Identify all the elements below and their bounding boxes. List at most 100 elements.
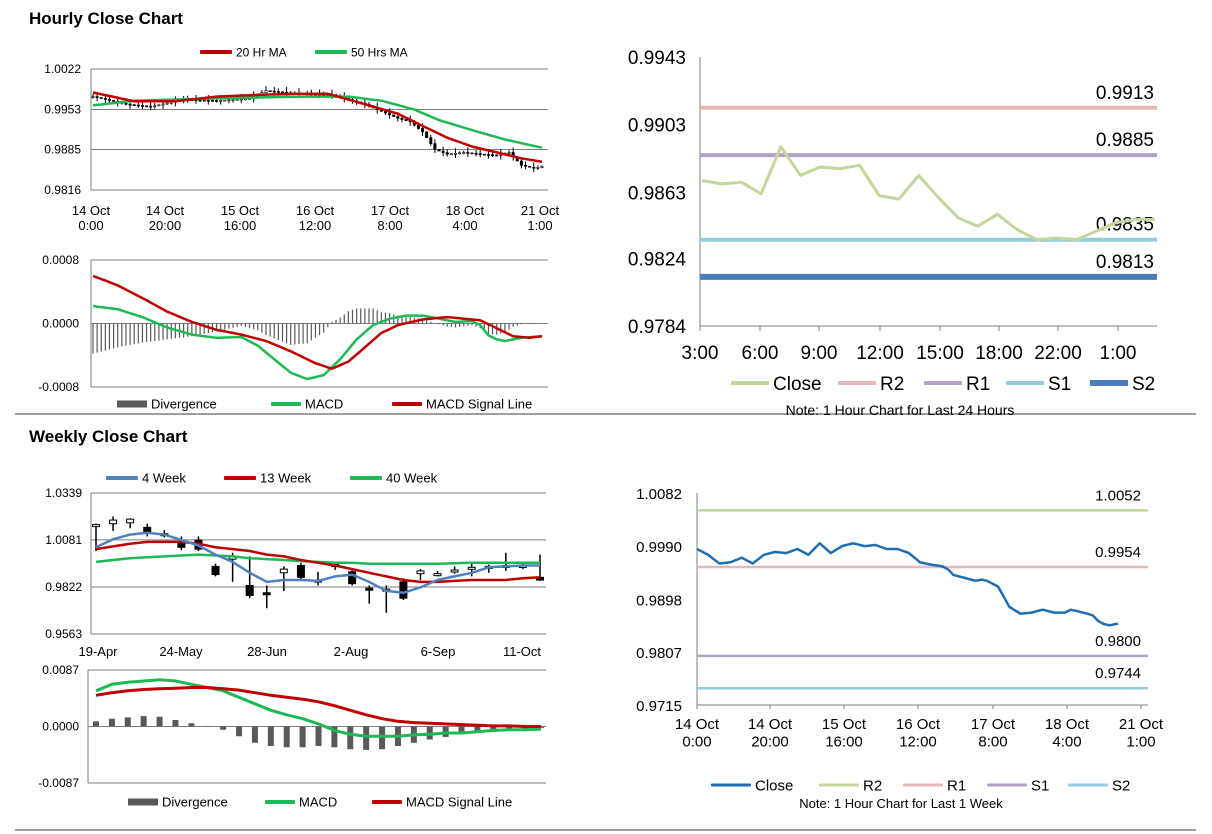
hourly-candle-body xyxy=(495,154,499,157)
legend-hourly-macd-swatch xyxy=(271,402,301,406)
weekly-divergence-bar xyxy=(267,726,274,746)
hourly-candle-body xyxy=(396,116,400,119)
weekly-divergence-bar xyxy=(251,726,258,743)
weekly-divergence-bar xyxy=(379,726,386,750)
hourly-candle-body xyxy=(433,143,437,150)
legend-50hr-ma-swatch xyxy=(315,50,347,54)
legend-hourly-close-label: Close xyxy=(773,374,822,395)
weekly-levels-ytick-label: 0.9807 xyxy=(636,645,682,662)
hourly-candle-body xyxy=(219,100,223,102)
hourly-candle-body xyxy=(429,137,433,144)
weekly-ma13-line xyxy=(95,540,541,584)
hourly-candle-body xyxy=(206,99,210,102)
hourly-candle-body xyxy=(149,105,153,108)
hourly-candle-body xyxy=(453,152,457,155)
legend-hourly-signal-swatch xyxy=(392,402,422,406)
legend-weekly-macd-swatch xyxy=(265,800,295,804)
weekly-divergence-bar xyxy=(474,726,481,733)
hourly-price-ytick-label: 0.9816 xyxy=(44,183,81,197)
weekly-divergence-bar xyxy=(347,726,354,750)
legend-hourly-close-swatch xyxy=(731,381,769,385)
weekly-levels-xtick-label: 21 Oct 1:00 xyxy=(1119,716,1164,750)
hourly-candle-body xyxy=(540,166,544,168)
legend-4week-swatch xyxy=(106,476,138,480)
legend-weekly-s2-swatch xyxy=(1068,783,1108,787)
hourly-candle-body xyxy=(264,90,268,93)
hourly-macd-ytick-label: 0.0008 xyxy=(42,253,79,267)
legend-hourly-s2-swatch xyxy=(1090,380,1128,386)
weekly-macd-ytick-label: 0.0000 xyxy=(42,720,79,734)
weekly-levels-xtick-label: 18 Oct 4:00 xyxy=(1045,716,1090,750)
hourly-price-xtick-label: 21 Oct 1:00 xyxy=(521,203,560,233)
hourly-candle-body xyxy=(198,99,202,102)
weekly-divergence-bar xyxy=(220,726,227,730)
weekly-level-r2-label: 1.0052 xyxy=(1095,487,1141,504)
weekly-macd-ytick-label: 0.0087 xyxy=(42,663,79,677)
hourly-price-xtick-label: 15 Oct 16:00 xyxy=(221,203,260,233)
legend-20hr-ma-swatch xyxy=(200,50,232,54)
hourly-price-ytick-label: 1.0022 xyxy=(44,62,81,76)
weekly-price-ytick-label: 0.9563 xyxy=(45,627,82,641)
weekly-candle-body xyxy=(416,570,425,575)
hourly-levels-xtick-label: 6:00 xyxy=(742,343,779,364)
weekly-divergence-bar xyxy=(458,726,465,735)
hourly-section-title: Hourly Close Chart xyxy=(29,9,183,28)
hourly-candle-body xyxy=(458,152,462,155)
hourly-candle-body xyxy=(482,153,486,156)
legend-weekly-close-label: Close xyxy=(755,777,793,794)
hourly-levels-xtick-label: 15:00 xyxy=(916,343,964,364)
weekly-close-line xyxy=(696,542,1119,627)
hourly-signal-line xyxy=(92,274,543,370)
hourly-macd-ytick-label: -0.0008 xyxy=(38,380,79,394)
weekly-divergence-bar xyxy=(506,726,513,730)
legend-hourly-signal-label: MACD Signal Line xyxy=(426,397,532,412)
hourly-candle-body xyxy=(536,167,540,169)
hourly-levels-xtick-label: 18:00 xyxy=(975,343,1023,364)
weekly-candle-body xyxy=(245,584,254,596)
hourly-candle-body xyxy=(276,91,280,93)
hourly-level-s2-label: 0.9813 xyxy=(1096,252,1154,273)
hourly-candle-body xyxy=(112,100,116,102)
hourly-candle-body xyxy=(99,97,103,99)
weekly-candle-body xyxy=(450,569,459,573)
hourly-candle-body xyxy=(388,112,392,116)
hourly-candle-body xyxy=(474,152,478,155)
weekly-divergence-bar xyxy=(283,726,290,748)
hourly-candle-body xyxy=(165,102,169,105)
hourly-price-xtick-label: 16 Oct 12:00 xyxy=(296,203,335,233)
weekly-levels-xtick-label: 15 Oct 16:00 xyxy=(822,716,867,750)
hourly-levels-xtick-label: 3:00 xyxy=(682,343,719,364)
hourly-close-line xyxy=(701,145,1155,242)
legend-hourly-divergence-label: Divergence xyxy=(151,397,217,412)
weekly-price-xtick-label: 6-Sep xyxy=(421,644,456,659)
hourly-ma50-line xyxy=(92,95,543,149)
hourly-candle-body xyxy=(519,160,523,166)
hourly-candle-body xyxy=(124,102,128,105)
hourly-candle-body xyxy=(280,91,284,94)
hourly-levels-ytick-label: 0.9824 xyxy=(628,249,687,270)
hourly-levels-xtick-label: 12:00 xyxy=(856,343,904,364)
hourly-candle-body xyxy=(425,131,429,139)
legend-weekly-s1-swatch xyxy=(987,783,1027,787)
weekly-divergence-bar xyxy=(93,721,99,727)
weekly-level-r1-label: 0.9954 xyxy=(1095,544,1141,561)
hourly-candle-body xyxy=(132,104,136,106)
hourly-price-ytick-label: 0.9885 xyxy=(44,143,81,157)
hourly-price-xtick-label: 18 Oct 4:00 xyxy=(446,203,485,233)
weekly-price-xtick-label: 28-Jun xyxy=(247,644,287,659)
hourly-candle-body xyxy=(103,98,107,100)
weekly-divergence-bar xyxy=(108,718,115,727)
legend-20hr-ma-label: 20 Hr MA xyxy=(236,45,287,59)
hourly-macd-line xyxy=(92,304,543,381)
hourly-candle-body xyxy=(532,166,536,169)
hourly-candle-body xyxy=(478,153,482,156)
hourly-candle-body xyxy=(227,99,231,102)
legend-weekly-macd-label: MACD xyxy=(299,795,337,810)
hourly-levels-chart: 0.9943 0.9903 0.9863 0.9824 0.9784 0.9913 0.98… xyxy=(628,48,1157,418)
hourly-candle-body xyxy=(239,98,243,101)
legend-weekly-signal-swatch xyxy=(372,800,402,804)
weekly-candle-body xyxy=(126,518,135,524)
weekly-ma4-line xyxy=(95,531,540,595)
hourly-price-xtick-label: 17 Oct 8:00 xyxy=(371,203,410,233)
legend-hourly-r1-swatch xyxy=(924,381,962,385)
